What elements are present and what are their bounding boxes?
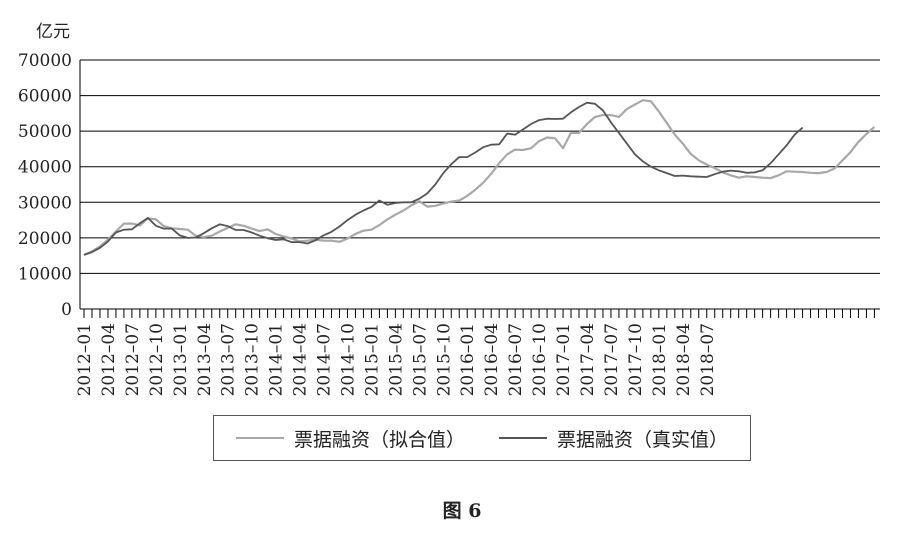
- x-tick-label: 2016–07: [506, 323, 526, 396]
- x-tick-label: 2013–10: [243, 323, 263, 396]
- x-tick-label: 2014–07: [315, 323, 335, 396]
- legend-label-actual: 票据融资（真实值）: [557, 428, 729, 451]
- x-tick-label: 2017–01: [554, 323, 574, 396]
- y-tick-label: 0: [61, 300, 72, 320]
- legend-swatch-fitted: [235, 437, 284, 439]
- x-tick-label: 2012–07: [123, 323, 143, 396]
- legend-item-fitted: 票据融资（拟合值）: [235, 425, 465, 452]
- series-line-fitted: [83, 99, 876, 256]
- y-tick-label: 10000: [18, 264, 72, 284]
- y-tick-label: 50000: [18, 122, 72, 142]
- x-tick-labels: 2012–01 2012–04 2012–07 2012–10 2013–01 2013–…: [75, 323, 718, 396]
- y-tick-label: 60000: [18, 87, 72, 107]
- x-tick-label: 2015–10: [434, 323, 454, 396]
- x-tick-label: 2014–04: [291, 323, 311, 396]
- x-tick-label: 2016–04: [482, 323, 502, 396]
- y-tick-labels: 0 10000 20000 30000 40000 50000 60000 70000: [18, 51, 72, 320]
- x-tick-label: 2016–10: [530, 323, 550, 396]
- x-tick-label: 2015–07: [410, 323, 430, 396]
- x-tick-label: 2014–01: [267, 323, 287, 396]
- x-tick-label: 2013–07: [219, 323, 239, 396]
- series-line-actual: [83, 101, 804, 256]
- y-tick-label: 70000: [18, 51, 72, 71]
- figure-caption: 图 6: [442, 500, 482, 522]
- x-tick-label: 2015–01: [362, 323, 382, 396]
- y-tick-label: 40000: [18, 158, 72, 178]
- series-lines: [83, 99, 876, 256]
- x-tick-label: 2017–07: [602, 323, 622, 396]
- y-axis-unit-label: 亿元: [36, 22, 70, 42]
- x-tick-label: 2017–10: [626, 323, 646, 396]
- legend-item-actual: 票据融资（真实值）: [499, 425, 728, 452]
- x-tick-label: 2013–04: [195, 323, 215, 396]
- y-tick-label: 20000: [18, 229, 72, 249]
- x-tick-label: 2013–01: [171, 323, 191, 396]
- legend: 票据融资（拟合值） 票据融资（真实值）: [213, 415, 751, 461]
- x-tick-label: 2012–01: [75, 323, 95, 396]
- x-tick-label: 2012–04: [99, 323, 119, 396]
- y-tick-label: 30000: [18, 193, 72, 213]
- x-tick-label: 2014–10: [338, 323, 358, 396]
- x-tick-label: 2018–04: [674, 323, 694, 396]
- x-tick-label: 2012–10: [147, 323, 167, 396]
- x-tick-label: 2017–04: [578, 323, 598, 396]
- axes: [79, 60, 880, 318]
- x-tick-label: 2018–07: [698, 323, 718, 396]
- x-tick-label: 2016–01: [458, 323, 478, 396]
- grid-lines: [80, 59, 880, 274]
- x-tick-label: 2015–04: [386, 323, 406, 396]
- x-tick-label: 2018–01: [650, 323, 670, 396]
- legend-label-fitted: 票据融资（拟合值）: [293, 428, 465, 451]
- legend-swatch-actual: [499, 437, 547, 439]
